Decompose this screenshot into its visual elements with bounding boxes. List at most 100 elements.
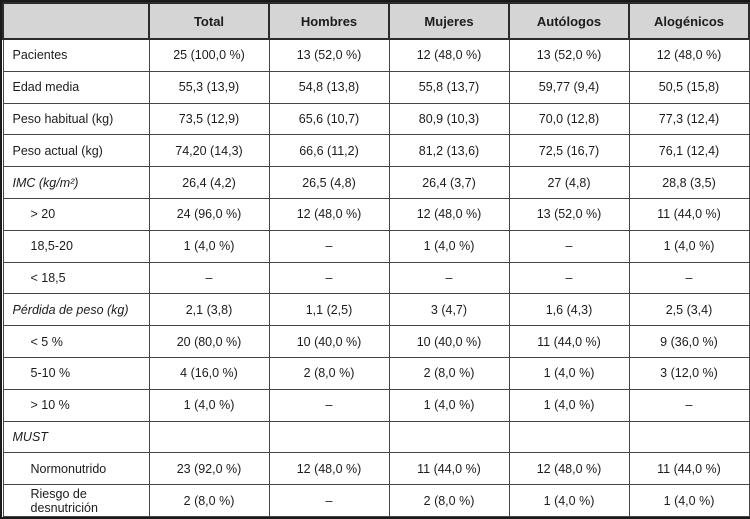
row-label: < 5 % — [2, 325, 150, 358]
header-empty-cell — [2, 2, 150, 40]
row-label: Pacientes — [2, 38, 150, 72]
table-row: Riesgo de desnutrición 2 (8,0 %) –2 (8,0 %… — [2, 484, 750, 517]
header-hombres: Hombres — [268, 2, 390, 40]
table-row: > 10 % 1 (4,0 %) –1 (4,0 %) 1 (4,0 %) – — [2, 388, 750, 422]
cell-value: 80,9 (10,3) — [388, 102, 510, 136]
cell-value: – — [268, 229, 390, 263]
cell-value: 1 (4,0 %) — [388, 229, 510, 263]
cell-value: 13 (52,0 %) — [508, 197, 630, 231]
table-row: Pacientes 25 (100,0 %) 13 (52,0 %) 12 (48,0… — [2, 38, 750, 72]
cell-value: 3 (12,0 %) — [628, 356, 750, 390]
cell-value — [268, 420, 390, 454]
row-label: 5-10 % — [2, 356, 150, 390]
cell-value: 1 (4,0 %) — [508, 388, 630, 422]
row-label: IMC (kg/m²) — [2, 166, 150, 199]
row-label: > 10 % — [2, 388, 150, 422]
row-label: Pérdida de peso (kg) — [2, 293, 150, 327]
cell-value: 12 (48,0 %) — [268, 197, 390, 231]
cell-value: 12 (48,0 %) — [268, 452, 390, 486]
cell-value: 25 (100,0 %) — [148, 38, 270, 72]
cell-value: – — [268, 388, 390, 422]
table-row: < 18,5– – – – – — [2, 261, 750, 295]
cell-value — [628, 420, 750, 454]
cell-value: 1,1 (2,5) — [268, 293, 390, 327]
cell-value: – — [508, 261, 630, 295]
table-row: Edad media 55,3 (13,9) 54,8 (13,8) 55,8 (13… — [2, 70, 750, 104]
row-label: Riesgo de desnutrición — [2, 484, 150, 517]
row-label: Normonutrido — [2, 452, 150, 486]
cell-value: – — [628, 261, 750, 295]
cell-value: 2 (8,0 %) — [388, 484, 510, 517]
cell-value: 54,8 (13,8) — [268, 70, 390, 104]
row-label: < 18,5 — [2, 261, 150, 295]
cell-value: – — [148, 261, 270, 295]
cell-value: 72,5 (16,7) — [508, 134, 630, 168]
table-row: Pérdida de peso (kg) 2,1 (3,8) 1,1 (2,5) 3 … — [2, 293, 750, 327]
row-label: Edad media — [2, 70, 150, 104]
cell-value — [508, 420, 630, 454]
cell-value: 4 (16,0 %) — [148, 356, 270, 390]
cell-value: 26,4 (3,7) — [388, 166, 510, 199]
cell-value: 11 (44,0 %) — [388, 452, 510, 486]
cell-value: – — [268, 484, 390, 517]
cell-value — [148, 420, 270, 454]
cell-value: 27 (4,8) — [508, 166, 630, 199]
cell-value: 73,5 (12,9) — [148, 102, 270, 136]
cell-value: 13 (52,0 %) — [268, 38, 390, 72]
cell-value: 26,4 (4,2) — [148, 166, 270, 199]
row-label: MUST — [2, 420, 150, 454]
cell-value: 66,6 (11,2) — [268, 134, 390, 168]
cell-value: 50,5 (15,8) — [628, 70, 750, 104]
header-mujeres: Mujeres — [388, 2, 510, 40]
cell-value: – — [388, 261, 510, 295]
cell-value: 1 (4,0 %) — [628, 484, 750, 517]
cell-value: 76,1 (12,4) — [628, 134, 750, 168]
header-total: Total — [148, 2, 270, 40]
cell-value: 2,1 (3,8) — [148, 293, 270, 327]
header-alogenicos: Alogénicos — [628, 2, 750, 40]
cell-value: 26,5 (4,8) — [268, 166, 390, 199]
cell-value: 10 (40,0 %) — [388, 325, 510, 358]
cell-value: 12 (48,0 %) — [628, 38, 750, 72]
cell-value: 12 (48,0 %) — [508, 452, 630, 486]
cell-value: 77,3 (12,4) — [628, 102, 750, 136]
cell-value: 12 (48,0 %) — [388, 197, 510, 231]
cell-value — [388, 420, 510, 454]
header-row: Total Hombres Mujeres Autólogos Alogénic… — [2, 2, 750, 40]
cell-value: 2 (8,0 %) — [148, 484, 270, 517]
table-row: < 5 % 20 (80,0 %) 10 (40,0 %) 10 (40,0 %) 11… — [2, 325, 750, 358]
row-label: 18,5-20 — [2, 229, 150, 263]
table-row: Peso actual (kg) 74,20 (14,3) 66,6 (11,2) 8… — [2, 134, 750, 168]
cell-value: 70,0 (12,8) — [508, 102, 630, 136]
row-label: > 20 — [2, 197, 150, 231]
cell-value: 1 (4,0 %) — [388, 388, 510, 422]
cell-value: 3 (4,7) — [388, 293, 510, 327]
cell-value: 11 (44,0 %) — [628, 452, 750, 486]
row-label: Peso habitual (kg) — [2, 102, 150, 136]
header-autologos: Autólogos — [508, 2, 630, 40]
cell-value: 1 (4,0 %) — [508, 356, 630, 390]
cell-value: 1 (4,0 %) — [628, 229, 750, 263]
cell-value: 2,5 (3,4) — [628, 293, 750, 327]
cell-value: 2 (8,0 %) — [268, 356, 390, 390]
cell-value: 1 (4,0 %) — [508, 484, 630, 517]
table-row: 5-10 % 4 (16,0 %) 2 (8,0 %) 2 (8,0 %) 1 (4,0… — [2, 356, 750, 390]
table-row: MUST — [2, 420, 750, 454]
cell-value: 65,6 (10,7) — [268, 102, 390, 136]
cell-value: 55,3 (13,9) — [148, 70, 270, 104]
table-row: Peso habitual (kg) 73,5 (12,9) 65,6 (10,7)… — [2, 102, 750, 136]
cell-value: 11 (44,0 %) — [508, 325, 630, 358]
cell-value: – — [268, 261, 390, 295]
table-row: > 20 24 (96,0 %) 12 (48,0 %) 12 (48,0 %) 13 … — [2, 197, 750, 231]
cell-value: 12 (48,0 %) — [388, 38, 510, 72]
cell-value: 74,20 (14,3) — [148, 134, 270, 168]
cell-value: 20 (80,0 %) — [148, 325, 270, 358]
cell-value: 24 (96,0 %) — [148, 197, 270, 231]
cell-value: 10 (40,0 %) — [268, 325, 390, 358]
cell-value: 2 (8,0 %) — [388, 356, 510, 390]
cell-value: 1 (4,0 %) — [148, 388, 270, 422]
cell-value: 9 (36,0 %) — [628, 325, 750, 358]
cell-value: 11 (44,0 %) — [628, 197, 750, 231]
